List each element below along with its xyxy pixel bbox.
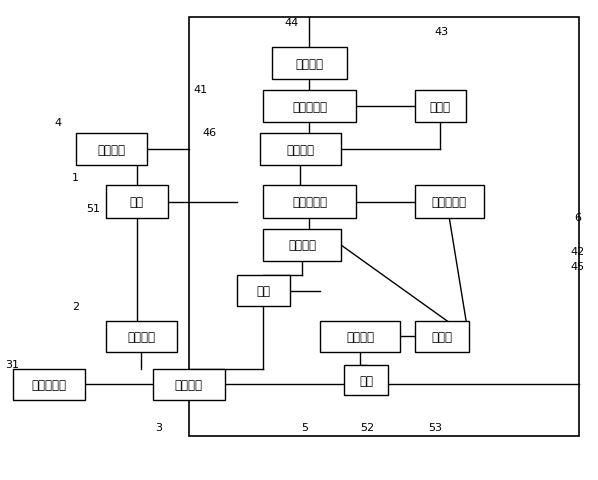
Text: 加热装置: 加热装置 xyxy=(127,330,155,343)
Bar xyxy=(236,276,290,307)
Text: 45: 45 xyxy=(570,261,585,271)
Text: 2: 2 xyxy=(72,302,80,312)
Text: 6: 6 xyxy=(574,212,581,222)
Bar xyxy=(415,186,484,218)
Bar xyxy=(106,321,177,352)
Text: 反应箱: 反应箱 xyxy=(431,330,452,343)
Text: 出口: 出口 xyxy=(359,374,373,387)
Bar xyxy=(263,186,356,218)
Text: 5: 5 xyxy=(301,422,309,432)
Text: 3: 3 xyxy=(155,422,163,432)
Text: 51: 51 xyxy=(87,204,100,214)
Text: 胶水: 胶水 xyxy=(130,196,144,209)
Text: 激光切割机: 激光切割机 xyxy=(32,378,66,391)
Bar xyxy=(106,186,168,218)
Text: 42: 42 xyxy=(570,247,585,257)
Text: 46: 46 xyxy=(203,128,217,138)
Text: 进口: 进口 xyxy=(257,285,270,298)
Bar xyxy=(415,321,469,352)
Bar xyxy=(320,321,400,352)
Text: 1: 1 xyxy=(72,173,80,183)
Text: 软化剂: 软化剂 xyxy=(430,100,451,113)
Text: 53: 53 xyxy=(428,422,442,432)
Bar xyxy=(415,91,466,123)
Text: 第一收容腔: 第一收容腔 xyxy=(292,100,327,113)
Bar xyxy=(344,365,388,395)
Text: 第二端口: 第二端口 xyxy=(288,239,316,252)
Text: 41: 41 xyxy=(194,84,208,95)
Text: 第一端口: 第一端口 xyxy=(295,58,324,71)
Text: 52: 52 xyxy=(361,422,374,432)
Bar xyxy=(260,133,341,166)
Text: 有机溶解液: 有机溶解液 xyxy=(432,196,467,209)
Text: 粉碎装置: 粉碎装置 xyxy=(175,378,203,391)
Bar xyxy=(13,369,85,400)
Text: 添加装置: 添加装置 xyxy=(97,144,126,156)
Text: 压力机构: 压力机构 xyxy=(286,144,315,156)
Text: 收集装置: 收集装置 xyxy=(346,330,374,343)
Text: 43: 43 xyxy=(435,27,449,37)
Bar xyxy=(153,369,225,400)
Bar xyxy=(76,133,147,166)
Text: 31: 31 xyxy=(5,359,19,369)
Text: 44: 44 xyxy=(284,18,298,28)
Text: 第二收容腔: 第二收容腔 xyxy=(292,196,327,209)
Bar xyxy=(263,91,356,123)
Bar xyxy=(272,48,347,80)
Bar xyxy=(189,18,579,436)
Text: 4: 4 xyxy=(54,118,62,128)
Bar xyxy=(263,229,341,262)
